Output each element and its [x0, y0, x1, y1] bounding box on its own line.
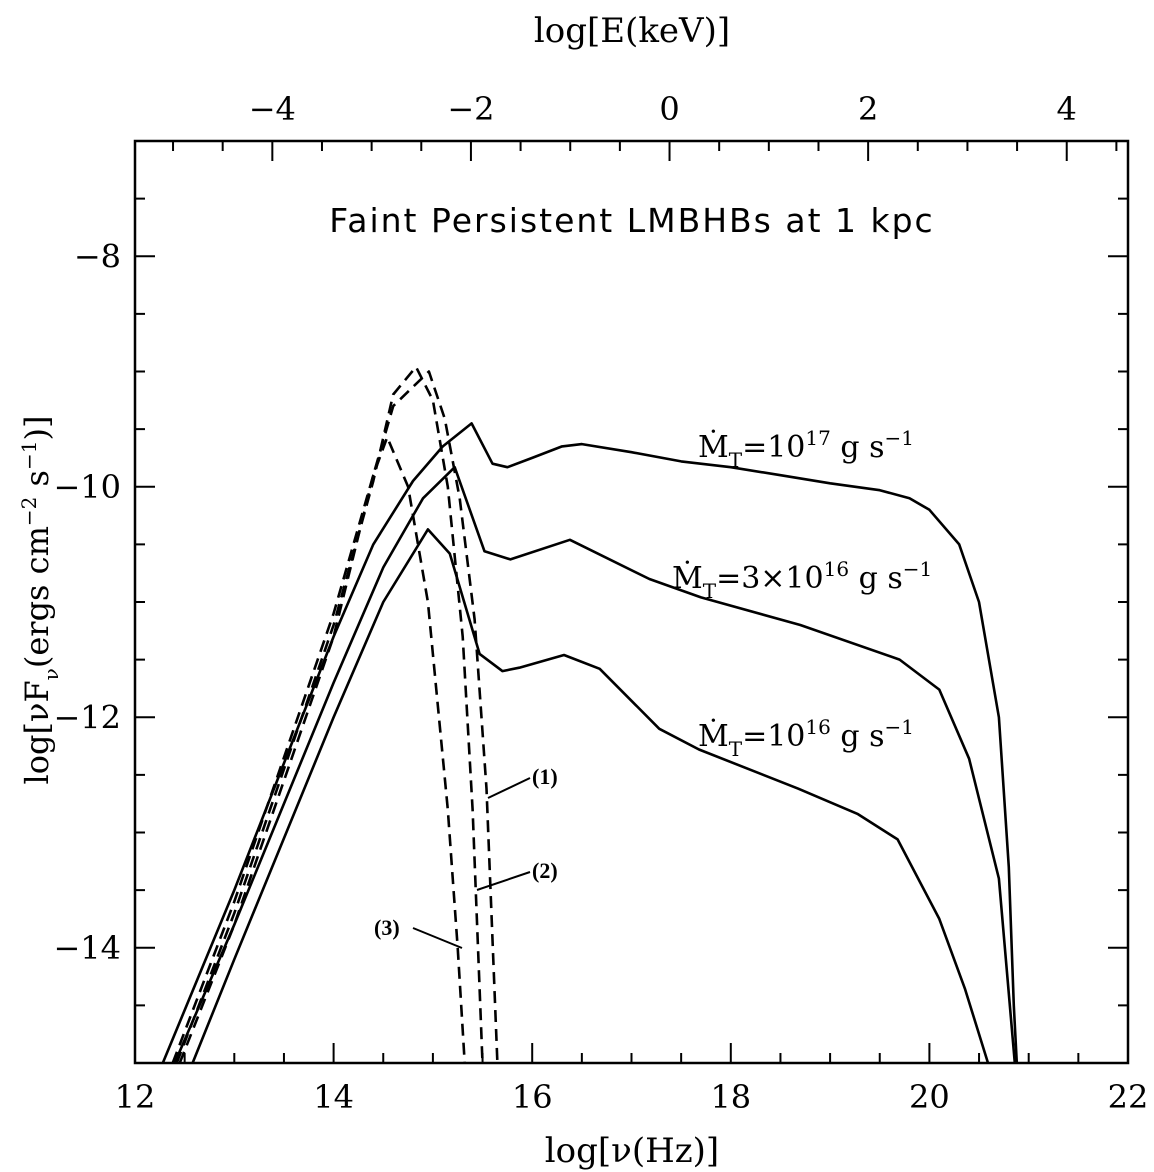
sed-curve — [191, 528, 990, 1064]
leader-line — [412, 927, 463, 949]
y-label-part: log[νF — [18, 680, 56, 784]
x2-tick-label: 2 — [858, 90, 878, 128]
chart-title: Faint Persistent LMBHBs at 1 kpc — [329, 201, 934, 240]
sed-curve — [171, 370, 499, 1064]
x2-axis-label: log[E(keV)] — [534, 11, 730, 51]
label-sup: 16 — [805, 715, 830, 739]
x-tick-label: 22 — [1108, 1078, 1149, 1116]
curve-label: ṀT=3×1016 g s−1 — [672, 557, 932, 603]
y-label-part: s — [18, 470, 56, 497]
curve-label: ṀT=1017 g s−1 — [698, 426, 914, 472]
y-axis-label: log[νFν(ergs cm−2 s−1)] — [17, 416, 63, 785]
y-label-part: )] — [18, 416, 56, 441]
y-label-part: (ergs cm — [18, 526, 56, 668]
x-tick-label: 16 — [512, 1078, 553, 1116]
sed-curve — [178, 435, 466, 1064]
label-sub: T — [729, 448, 743, 472]
x-axis-label: log[ν(Hz)] — [545, 1131, 719, 1171]
x2-tick-label: 4 — [1057, 90, 1077, 128]
label-sub: T — [729, 737, 743, 761]
label-part: =10 — [742, 430, 805, 465]
label-part: Ṁ — [698, 718, 729, 754]
x2-tick-label: −4 — [249, 90, 296, 128]
curve-label: ṀT=1016 g s−1 — [698, 715, 914, 761]
sed-curve — [175, 365, 484, 1064]
x-tick-label: 20 — [909, 1078, 950, 1116]
y-tick-label: −8 — [74, 237, 121, 275]
label-part: g s — [831, 719, 885, 754]
curve-label: (2) — [532, 858, 558, 883]
x2-tick-label: −2 — [447, 90, 494, 128]
label-sup: 16 — [824, 557, 849, 581]
label-sup: 17 — [805, 426, 830, 450]
leader-line — [487, 777, 531, 799]
y-tick-label: −10 — [53, 468, 121, 506]
label-sup: −1 — [885, 426, 914, 450]
x-tick-label: 18 — [710, 1078, 751, 1116]
y-label-sup: −1 — [17, 441, 41, 470]
y-tick-label: −14 — [53, 929, 121, 967]
x-tick-label: 12 — [115, 1078, 156, 1116]
sed-curve — [161, 422, 1019, 1064]
curve-label: (1) — [532, 764, 558, 789]
curve-label: (3) — [374, 915, 400, 940]
x-tick-label: 14 — [313, 1078, 354, 1116]
label-part: =10 — [742, 719, 805, 754]
sed-curve — [173, 465, 1017, 1064]
x2-tick-label: 0 — [659, 90, 679, 128]
label-part: g s — [849, 561, 903, 596]
y-label-sub: ν — [39, 668, 63, 680]
y-tick-label: −12 — [53, 698, 121, 736]
label-part: Ṁ — [672, 560, 703, 596]
label-part: Ṁ — [698, 429, 729, 465]
label-sub: T — [703, 579, 717, 603]
leader-line — [476, 871, 531, 891]
label-sup: −1 — [903, 557, 932, 581]
label-sup: −1 — [885, 715, 914, 739]
y-label-sup: −2 — [17, 497, 41, 526]
label-part: g s — [831, 430, 885, 465]
label-part: =3×10 — [716, 561, 824, 596]
